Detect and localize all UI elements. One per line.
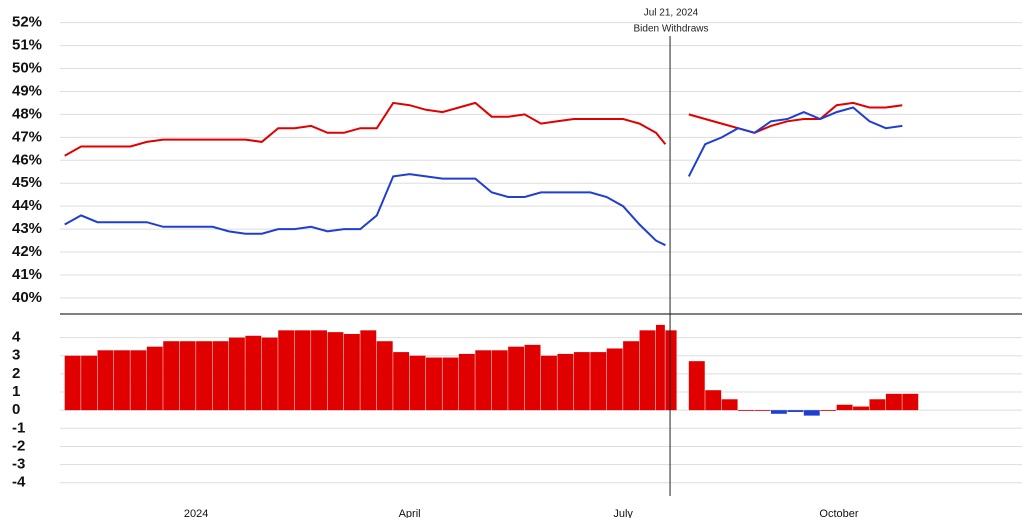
y-tick-label: 45% [12, 174, 42, 191]
bar [458, 353, 475, 411]
y-tick-label: 50% [12, 59, 42, 76]
bar [606, 348, 623, 411]
bar [754, 410, 771, 411]
bar [665, 330, 677, 411]
bar [130, 350, 147, 411]
y-tick-label: 46% [12, 151, 42, 168]
y-tick-label: 48% [12, 105, 42, 122]
bar [836, 404, 853, 411]
y-tick-label: -1 [12, 419, 25, 436]
bar [820, 410, 837, 411]
bar [508, 346, 525, 411]
bar [409, 355, 426, 411]
bar [294, 330, 311, 411]
bar [113, 350, 130, 411]
bar [803, 410, 820, 416]
bar [655, 324, 665, 411]
bar [885, 393, 902, 411]
bar [179, 341, 196, 411]
bar [360, 330, 377, 411]
bar [738, 410, 755, 411]
annotation-date: Jul 21, 2024 [644, 8, 699, 19]
bar [343, 333, 360, 411]
x-tick-label: April [399, 508, 421, 518]
bar [853, 406, 869, 411]
y-tick-label: 0 [12, 401, 20, 418]
bar [228, 337, 245, 411]
bar [541, 355, 557, 411]
series-line [64, 106, 903, 247]
bar [245, 335, 262, 411]
y-tick-label: 49% [12, 82, 42, 99]
bar [212, 341, 229, 411]
y-tick-label: 52% [12, 14, 42, 31]
y-tick-label: 41% [12, 266, 42, 283]
bar [97, 350, 114, 411]
bar [475, 350, 492, 411]
bar [524, 344, 541, 411]
bar [327, 332, 344, 411]
bar [163, 341, 180, 411]
bar [770, 410, 787, 414]
bar [196, 341, 213, 411]
y-tick-label: -2 [12, 437, 25, 454]
y-tick-label: 47% [12, 128, 42, 145]
bar [573, 352, 590, 411]
bar [705, 390, 722, 411]
bar [639, 330, 656, 411]
bar [491, 350, 508, 411]
y-tick-label: 2 [12, 365, 20, 382]
bar [311, 330, 327, 411]
bar [869, 399, 886, 411]
bar [442, 357, 459, 411]
bar [81, 355, 98, 411]
y-tick-label: 44% [12, 197, 42, 214]
y-tick-label: 3 [12, 347, 20, 364]
y-tick-label: 1 [12, 383, 20, 400]
y-tick-label: 40% [12, 289, 42, 306]
bar [590, 352, 607, 411]
x-tick-label: July [613, 508, 633, 518]
y-tick-label: 43% [12, 220, 42, 237]
bar [902, 393, 919, 411]
bar [146, 346, 163, 411]
y-tick-label: -4 [12, 474, 26, 491]
y-tick-label: 51% [12, 37, 42, 54]
annotation-text: Biden Withdraws [633, 24, 708, 35]
bar [376, 341, 393, 411]
y-tick-label: 4 [12, 329, 21, 346]
bar [623, 341, 640, 411]
bar [64, 355, 81, 411]
x-tick-label: 2024 [184, 508, 208, 518]
bar [261, 337, 278, 411]
bar [787, 410, 804, 412]
y-tick-label: 42% [12, 243, 42, 260]
y-tick-label: -3 [12, 456, 25, 473]
bar [278, 330, 295, 411]
bar [426, 357, 442, 411]
x-tick-label: October [819, 508, 858, 518]
bar [557, 353, 574, 411]
bar [688, 361, 705, 411]
series-line [64, 101, 903, 157]
bar [393, 352, 410, 411]
bar [721, 399, 738, 411]
